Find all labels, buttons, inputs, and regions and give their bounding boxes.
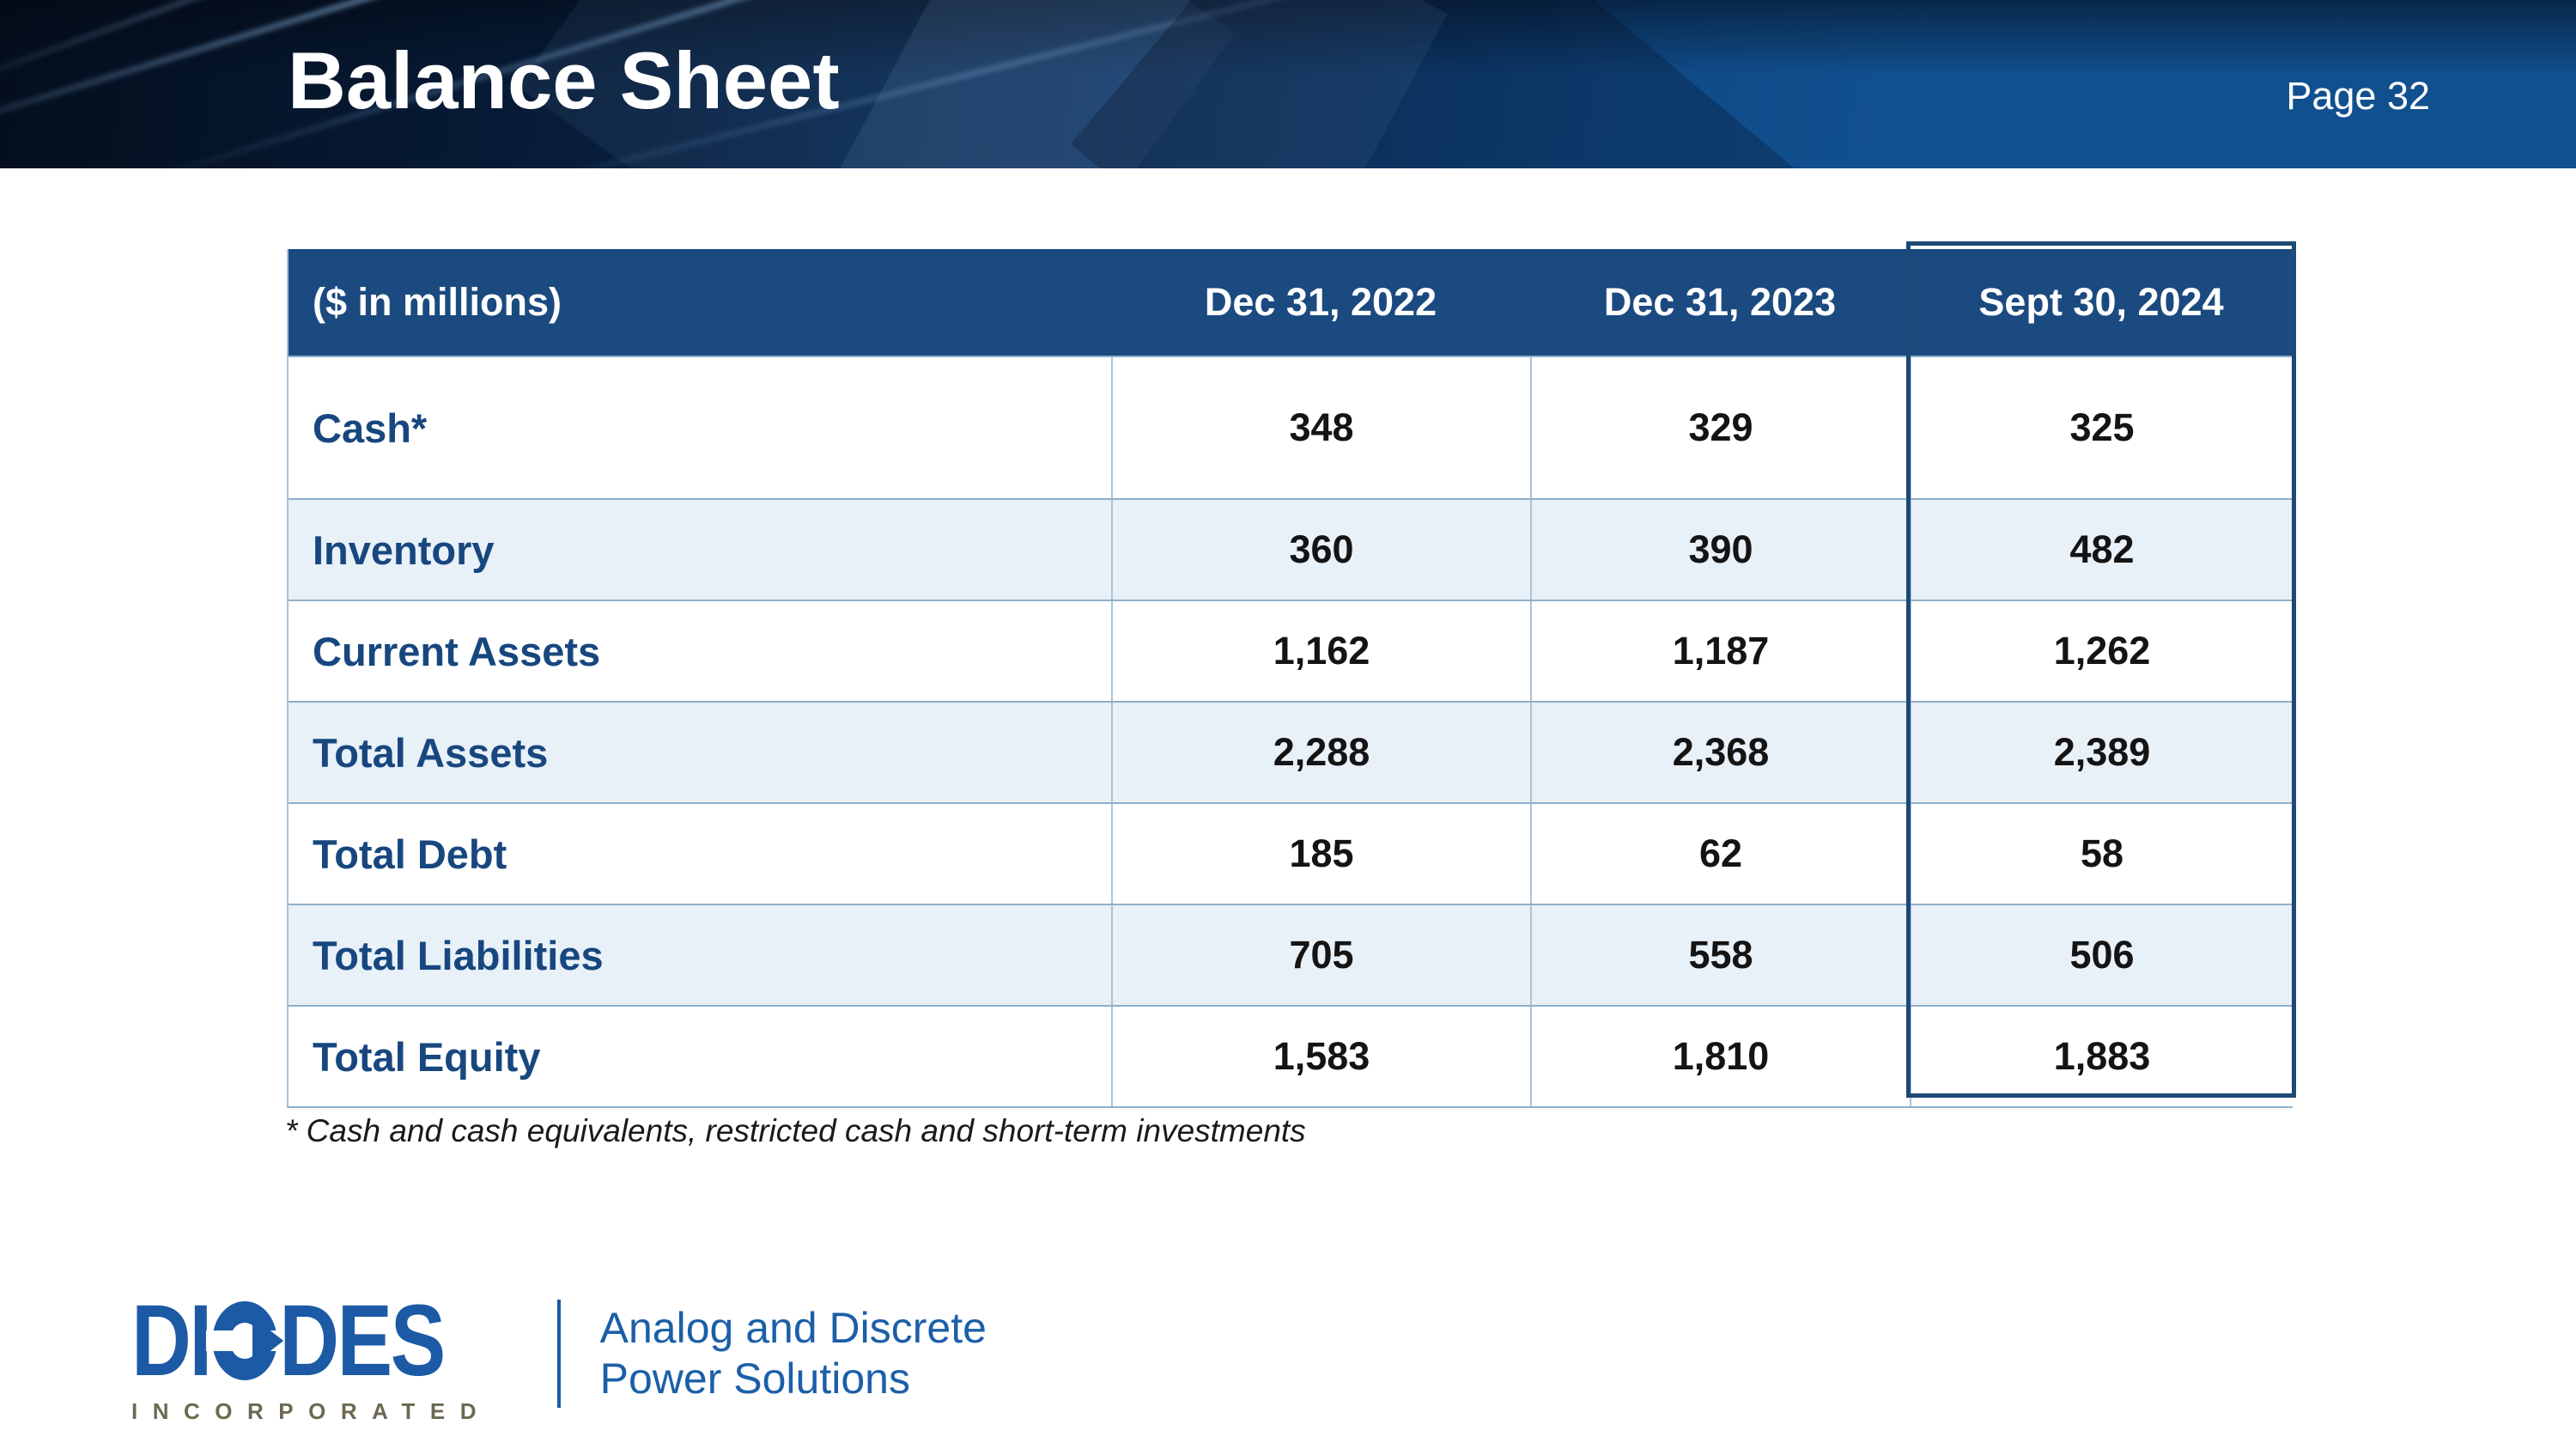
value-cell: 1,262 (1910, 601, 2293, 701)
value-cell: 482 (1910, 500, 2293, 600)
value-cell: 2,389 (1910, 703, 2293, 802)
page-title: Balance Sheet (288, 35, 840, 125)
table-header-row: ($ in millions) Dec 31, 2022 Dec 31, 202… (289, 249, 2293, 356)
value-cell: 558 (1530, 905, 1910, 1005)
value-cell: 360 (1111, 500, 1530, 600)
page-number-label: Page 32 (2286, 74, 2430, 118)
value-cell: 2,368 (1530, 703, 1910, 802)
value-cell: 62 (1530, 804, 1910, 904)
value-cell: 705 (1111, 905, 1530, 1005)
table-row-inventory: Inventory 360 390 482 (289, 498, 2293, 600)
unit-header-cell: ($ in millions) (313, 280, 562, 324)
value-cell: 506 (1910, 905, 2293, 1005)
table-row-total-equity: Total Equity 1,583 1,810 1,883 (289, 1005, 2293, 1106)
table-row-total-debt: Total Debt 185 62 58 (289, 802, 2293, 904)
banner-shape-graphic (1071, 0, 1832, 168)
logo-text-left: DI (131, 1284, 212, 1397)
value-cell: 1,187 (1530, 601, 1910, 701)
column-header-dec-2022: Dec 31, 2022 (1204, 280, 1437, 324)
diodes-wordmark: DI DES (131, 1284, 446, 1397)
value-cell: 390 (1530, 500, 1910, 600)
tagline-line-1: Analog and Discrete (599, 1303, 987, 1352)
value-cell: 325 (1910, 357, 2293, 498)
table-row-total-assets: Total Assets 2,288 2,368 2,389 (289, 701, 2293, 802)
value-cell: 58 (1910, 804, 2293, 904)
value-cell: 1,810 (1530, 1007, 1910, 1106)
diodes-logo: DI DES INCORPORATED (131, 1290, 513, 1425)
table-row-cash: Cash* 348 329 325 (289, 356, 2293, 498)
slide-footer: DI DES INCORPORATED Analog and Discrete … (131, 1290, 987, 1425)
table-row-total-liabilities: Total Liabilities 705 558 506 (289, 904, 2293, 1005)
balance-sheet-table: ($ in millions) Dec 31, 2022 Dec 31, 202… (287, 241, 2296, 1108)
value-cell: 1,883 (1910, 1007, 2293, 1106)
footnote: * Cash and cash equivalents, restricted … (285, 1113, 1306, 1148)
value-cell: 348 (1111, 357, 1530, 498)
value-cell: 329 (1530, 357, 1910, 498)
logo-arrow-o-icon (212, 1301, 277, 1380)
row-label-cell: Total Assets (313, 729, 549, 776)
logo-incorporated-label: INCORPORATED (131, 1398, 491, 1424)
slide-header-banner: Balance Sheet Page 32 (0, 0, 2576, 168)
table-row-current-assets: Current Assets 1,162 1,187 1,262 (289, 600, 2293, 701)
row-label-cell: Inventory (313, 527, 495, 573)
row-label-cell: Total Equity (313, 1033, 541, 1080)
column-header-sept-2024: Sept 30, 2024 (1978, 280, 2224, 324)
row-label-cell: Total Debt (313, 831, 507, 877)
row-label-cell: Current Assets (313, 628, 601, 674)
tagline-line-2: Power Solutions (599, 1354, 910, 1403)
column-header-dec-2023: Dec 31, 2023 (1603, 280, 1837, 324)
logo-text-right: DES (279, 1284, 446, 1397)
value-cell: 2,288 (1111, 703, 1530, 802)
row-label-cell: Cash* (313, 405, 428, 451)
value-cell: 1,583 (1111, 1007, 1530, 1106)
value-cell: 185 (1111, 804, 1530, 904)
company-tagline: Analog and Discrete Power Solutions (600, 1303, 987, 1404)
value-cell: 1,162 (1111, 601, 1530, 701)
footer-divider (556, 1299, 561, 1408)
row-label-cell: Total Liabilities (313, 932, 604, 978)
